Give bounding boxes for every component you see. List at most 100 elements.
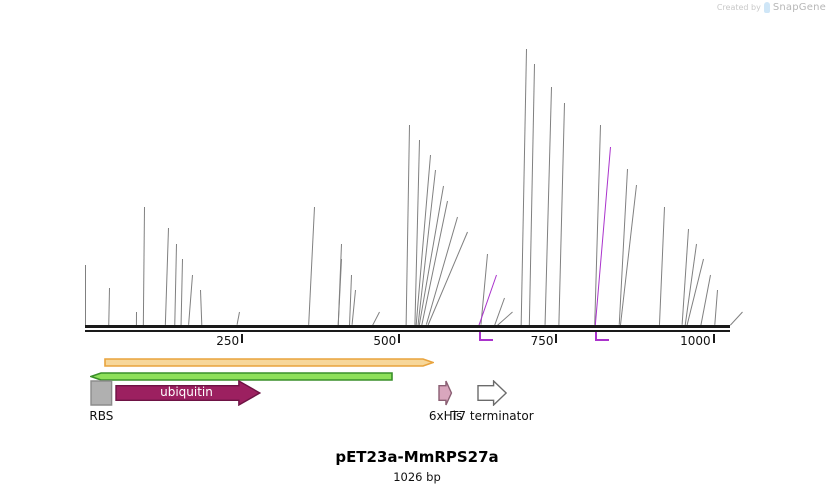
site-label[interactable]	[745, 299, 752, 311]
leader-line	[681, 228, 689, 326]
label-gap	[491, 240, 498, 254]
snapgene-watermark: Created by SnapGene	[717, 2, 826, 13]
label-gap	[243, 298, 250, 312]
feature-shape-t7-promoter-fwd	[104, 358, 436, 367]
site-label[interactable]	[451, 188, 458, 200]
site-label[interactable]	[461, 204, 468, 216]
site-label[interactable]	[88, 252, 95, 264]
site-label[interactable]	[516, 299, 523, 311]
site-label[interactable]	[140, 299, 147, 311]
leader-line	[520, 48, 527, 326]
plasmid-length: 1026 bp	[393, 470, 441, 484]
ruler-tick	[241, 334, 244, 343]
site-label[interactable]	[413, 112, 420, 124]
site-label[interactable]	[447, 173, 454, 185]
site-label[interactable]	[148, 194, 155, 206]
feature-ubiquitin[interactable]	[115, 379, 262, 407]
site-label[interactable]	[423, 127, 430, 139]
feature-label-ubiquitin: ubiquitin	[160, 385, 213, 399]
feature-reverse-primer[interactable]	[88, 366, 393, 381]
site-label[interactable]	[243, 299, 250, 311]
snapgene-logo-icon	[763, 2, 770, 13]
label-gap	[631, 155, 638, 169]
site-label[interactable]	[355, 262, 362, 274]
label-gap	[345, 230, 352, 244]
feature-rbs[interactable]	[90, 380, 113, 406]
feature-t7-terminator[interactable]	[477, 379, 508, 407]
label-gap	[413, 111, 420, 125]
site-label[interactable]	[471, 219, 478, 231]
label-gap	[140, 298, 147, 312]
leader-line	[730, 311, 743, 326]
feature-bracket[interactable]	[594, 332, 609, 341]
ruler-tick	[712, 334, 715, 343]
site-label[interactable]	[186, 246, 193, 258]
site-label[interactable]	[318, 194, 325, 206]
site-label[interactable]	[555, 74, 562, 86]
label-gap	[148, 193, 155, 207]
feature-t7-promoter-fwd[interactable]	[104, 352, 436, 367]
ruler-tick-label: 500	[373, 334, 397, 348]
label-gap	[180, 230, 187, 244]
ruler-tick	[555, 334, 558, 343]
site-label[interactable]	[700, 231, 707, 243]
site-label[interactable]	[714, 262, 721, 274]
ruler-backbone-bottom	[85, 330, 730, 332]
ruler-tick-label: 750	[530, 334, 554, 348]
label-gap	[423, 126, 430, 140]
label-gap	[508, 284, 515, 298]
leader-line	[658, 206, 665, 326]
site-label[interactable]	[491, 241, 498, 253]
label-gap	[700, 230, 707, 244]
label-gap	[172, 214, 179, 228]
site-label[interactable]	[180, 231, 187, 243]
label-gap	[383, 298, 390, 312]
site-label[interactable]	[113, 275, 120, 287]
site-label[interactable]	[721, 277, 728, 289]
site-label[interactable]	[530, 36, 537, 48]
label-gap	[186, 245, 193, 259]
site-label[interactable]	[500, 262, 507, 274]
feature-bracket[interactable]	[478, 332, 493, 341]
feature-label-rbs: RBS	[89, 409, 114, 423]
label-gap	[530, 35, 537, 49]
site-label[interactable]	[614, 134, 621, 146]
leader-line	[405, 124, 410, 325]
site-label[interactable]	[568, 90, 575, 102]
site-label[interactable]	[668, 194, 675, 206]
label-gap	[668, 193, 675, 207]
site-label[interactable]	[640, 172, 647, 184]
site-label[interactable]	[538, 51, 545, 63]
site-label[interactable]	[383, 299, 390, 311]
label-gap	[516, 298, 523, 312]
label-gap	[204, 276, 211, 290]
site-label[interactable]	[359, 277, 366, 289]
feature-6xhis[interactable]	[438, 380, 453, 406]
label-gap	[196, 261, 203, 275]
site-label[interactable]	[439, 157, 446, 169]
site-label[interactable]	[172, 215, 179, 227]
label-gap	[614, 133, 621, 147]
feature-label-t7-terminator: T7 terminator	[451, 409, 534, 423]
site-label[interactable]	[604, 112, 611, 124]
leader-line	[180, 258, 183, 326]
label-gap	[359, 276, 366, 290]
label-gap	[692, 215, 699, 229]
label-gap	[88, 251, 95, 265]
label-gap	[707, 245, 714, 259]
site-label[interactable]	[204, 277, 211, 289]
site-label[interactable]	[196, 262, 203, 274]
site-label[interactable]	[434, 142, 441, 154]
site-label[interactable]	[692, 216, 699, 228]
ruler-backbone-top	[85, 325, 730, 328]
label-gap	[745, 298, 752, 312]
site-label[interactable]	[631, 156, 638, 168]
site-label[interactable]	[707, 246, 714, 258]
watermark-brand: SnapGene	[772, 2, 826, 13]
leader-line	[308, 206, 315, 326]
site-label[interactable]	[508, 285, 515, 297]
label-gap	[451, 187, 458, 201]
site-label[interactable]	[345, 231, 352, 243]
leader-line	[85, 265, 86, 325]
